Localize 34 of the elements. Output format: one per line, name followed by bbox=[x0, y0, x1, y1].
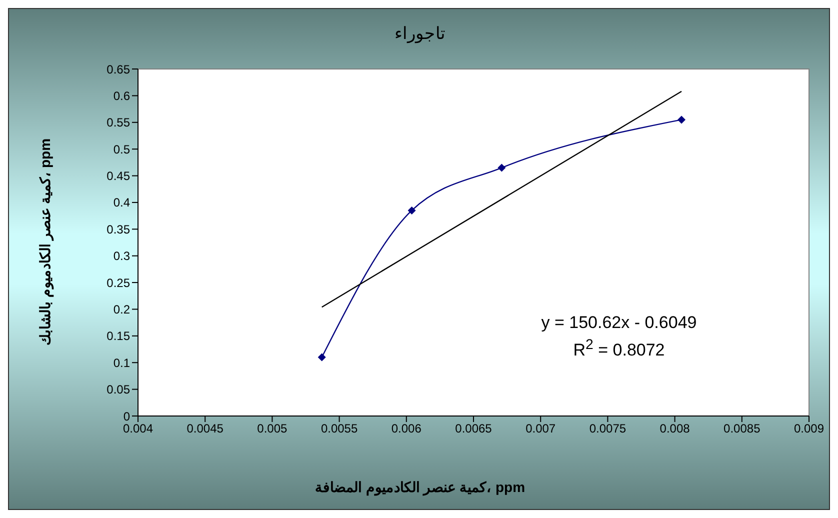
x-tick-label: 0.008 bbox=[660, 422, 690, 436]
y-tick-label: 0.15 bbox=[106, 329, 130, 344]
y-tick-label: 0.05 bbox=[106, 382, 130, 397]
y-axis-title: كمية عنصر الكادميوم بالشابك، ppm bbox=[37, 138, 53, 346]
y-tick-label: 0.55 bbox=[106, 116, 130, 130]
x-tick-label: 0.0085 bbox=[724, 422, 761, 436]
y-tick-label: 0.6 bbox=[113, 88, 130, 103]
x-tick-label: 0.004 bbox=[122, 422, 154, 436]
chart-title: تاجوراء bbox=[394, 23, 446, 44]
y-tick-label: 0.3 bbox=[113, 249, 130, 264]
x-tick-label: 0.0075 bbox=[589, 422, 626, 436]
point bbox=[678, 116, 686, 124]
x-tick-label: 0.007 bbox=[526, 422, 556, 436]
x-tick-label: 0.0065 bbox=[455, 422, 492, 436]
y-tick-label: 0.4 bbox=[113, 196, 130, 210]
x-tick-label: 0.0045 bbox=[186, 422, 224, 436]
point bbox=[408, 206, 416, 214]
y-tick-label: 0.35 bbox=[106, 222, 130, 236]
y-tick-label: 0 bbox=[123, 409, 130, 424]
x-tick-label: 0.006 bbox=[391, 422, 422, 436]
y-tick-label: 0.2 bbox=[113, 302, 130, 316]
point bbox=[318, 353, 326, 362]
annotation: y = 150.62x - 0.6049 bbox=[540, 313, 698, 333]
x-tick-label: 0.0055 bbox=[320, 422, 358, 436]
x-axis-title: كمية عنصر الكادميوم المضافة، ppm bbox=[314, 479, 526, 495]
x-tick-label: 0.005 bbox=[257, 422, 288, 436]
y-tick-label: 0.65 bbox=[106, 62, 130, 76]
point bbox=[498, 164, 506, 172]
y-tick-label: 0.1 bbox=[113, 356, 130, 370]
y-tick-label: 0.5 bbox=[113, 142, 130, 156]
x-tick-label: 0.009 bbox=[794, 422, 824, 436]
y-tick-label: 0.25 bbox=[106, 276, 130, 290]
annotation: R$^{2}$ = 0.8072 bbox=[572, 337, 666, 361]
y-tick-label: 0.45 bbox=[106, 169, 130, 184]
